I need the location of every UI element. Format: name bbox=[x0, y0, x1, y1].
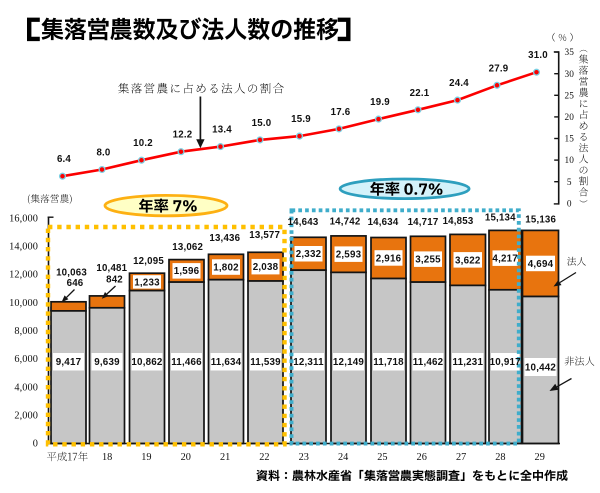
svg-text:9,417: 9,417 bbox=[56, 357, 82, 368]
svg-text:13.4: 13.4 bbox=[212, 125, 232, 136]
svg-text:18: 18 bbox=[102, 452, 112, 463]
svg-text:15.0: 15.0 bbox=[252, 118, 272, 129]
svg-text:11,466: 11,466 bbox=[171, 357, 202, 368]
svg-text:30: 30 bbox=[565, 70, 575, 80]
svg-text:27: 27 bbox=[456, 452, 466, 463]
svg-text:6,000: 6,000 bbox=[14, 354, 38, 365]
svg-text:29: 29 bbox=[535, 452, 545, 463]
svg-text:1,802: 1,802 bbox=[213, 262, 239, 273]
svg-text:10,442: 10,442 bbox=[525, 363, 557, 374]
svg-text:6.4: 6.4 bbox=[57, 154, 71, 165]
svg-text:0: 0 bbox=[567, 199, 572, 209]
svg-text:10,063: 10,063 bbox=[56, 267, 87, 278]
svg-text:19.9: 19.9 bbox=[370, 97, 390, 108]
svg-text:24.4: 24.4 bbox=[449, 78, 469, 89]
svg-text:14,000: 14,000 bbox=[9, 242, 38, 253]
svg-text:0: 0 bbox=[33, 438, 38, 449]
svg-text:9,639: 9,639 bbox=[94, 357, 120, 368]
svg-text:10.2: 10.2 bbox=[133, 138, 153, 149]
svg-text:17.6: 17.6 bbox=[331, 107, 351, 118]
svg-text:2,593: 2,593 bbox=[336, 250, 362, 261]
svg-text:10,862: 10,862 bbox=[131, 357, 163, 368]
svg-text:25: 25 bbox=[377, 452, 387, 463]
svg-text:14,643: 14,643 bbox=[288, 217, 319, 228]
svg-text:842: 842 bbox=[106, 274, 123, 285]
svg-text:1,233: 1,233 bbox=[134, 277, 160, 288]
svg-text:14,853: 14,853 bbox=[443, 216, 474, 227]
svg-text:8,000: 8,000 bbox=[14, 326, 38, 337]
svg-text:20: 20 bbox=[565, 113, 575, 123]
svg-text:5: 5 bbox=[567, 178, 572, 188]
svg-text:19: 19 bbox=[141, 452, 151, 463]
svg-text:20: 20 bbox=[181, 452, 191, 463]
svg-text:11,718: 11,718 bbox=[373, 357, 404, 368]
svg-text:28: 28 bbox=[495, 452, 505, 463]
svg-text:27.9: 27.9 bbox=[489, 63, 509, 74]
svg-text:2,916: 2,916 bbox=[376, 253, 402, 264]
svg-text:12,149: 12,149 bbox=[333, 357, 365, 368]
svg-text:3,622: 3,622 bbox=[455, 255, 481, 266]
svg-text:12,095: 12,095 bbox=[133, 256, 164, 267]
svg-text:15,134: 15,134 bbox=[485, 213, 516, 224]
svg-text:4,217: 4,217 bbox=[492, 254, 518, 265]
svg-text:35: 35 bbox=[565, 48, 575, 58]
svg-text:3,255: 3,255 bbox=[415, 255, 441, 266]
svg-text:12,311: 12,311 bbox=[293, 357, 324, 368]
svg-text:23: 23 bbox=[299, 452, 309, 463]
svg-text:26: 26 bbox=[417, 452, 427, 463]
svg-text:15,136: 15,136 bbox=[525, 215, 556, 226]
svg-text:11,539: 11,539 bbox=[250, 357, 281, 368]
svg-text:24: 24 bbox=[338, 452, 348, 463]
svg-text:22.1: 22.1 bbox=[410, 88, 430, 99]
svg-text:10,000: 10,000 bbox=[9, 298, 38, 309]
svg-text:13,577: 13,577 bbox=[249, 230, 280, 241]
svg-text:14,717: 14,717 bbox=[408, 217, 439, 228]
svg-text:16,000: 16,000 bbox=[9, 213, 38, 224]
svg-text:15: 15 bbox=[565, 135, 575, 145]
svg-text:10,917: 10,917 bbox=[490, 357, 522, 368]
svg-text:25: 25 bbox=[565, 91, 575, 101]
svg-text:11,462: 11,462 bbox=[413, 357, 444, 368]
svg-text:10,481: 10,481 bbox=[96, 263, 127, 274]
svg-text:11,231: 11,231 bbox=[452, 357, 483, 368]
svg-text:13,062: 13,062 bbox=[172, 242, 203, 253]
svg-text:1,596: 1,596 bbox=[174, 266, 200, 277]
svg-text:13,436: 13,436 bbox=[209, 233, 240, 244]
svg-text:14,634: 14,634 bbox=[368, 217, 399, 228]
svg-text:10: 10 bbox=[565, 156, 575, 166]
svg-text:22: 22 bbox=[259, 452, 269, 463]
svg-text:8.0: 8.0 bbox=[96, 148, 110, 159]
svg-text:15.9: 15.9 bbox=[291, 114, 311, 125]
svg-text:2,038: 2,038 bbox=[253, 262, 279, 273]
svg-text:12,000: 12,000 bbox=[9, 270, 38, 281]
svg-text:2,332: 2,332 bbox=[296, 249, 322, 260]
svg-text:4,694: 4,694 bbox=[528, 259, 554, 270]
svg-text:11,634: 11,634 bbox=[211, 357, 242, 368]
svg-text:14,742: 14,742 bbox=[330, 217, 361, 228]
svg-text:646: 646 bbox=[67, 278, 84, 289]
svg-text:2,000: 2,000 bbox=[14, 411, 38, 422]
svg-text:21: 21 bbox=[220, 452, 230, 463]
svg-text:31.0: 31.0 bbox=[528, 50, 548, 61]
svg-text:4,000: 4,000 bbox=[14, 382, 38, 393]
svg-text:12.2: 12.2 bbox=[173, 130, 193, 141]
